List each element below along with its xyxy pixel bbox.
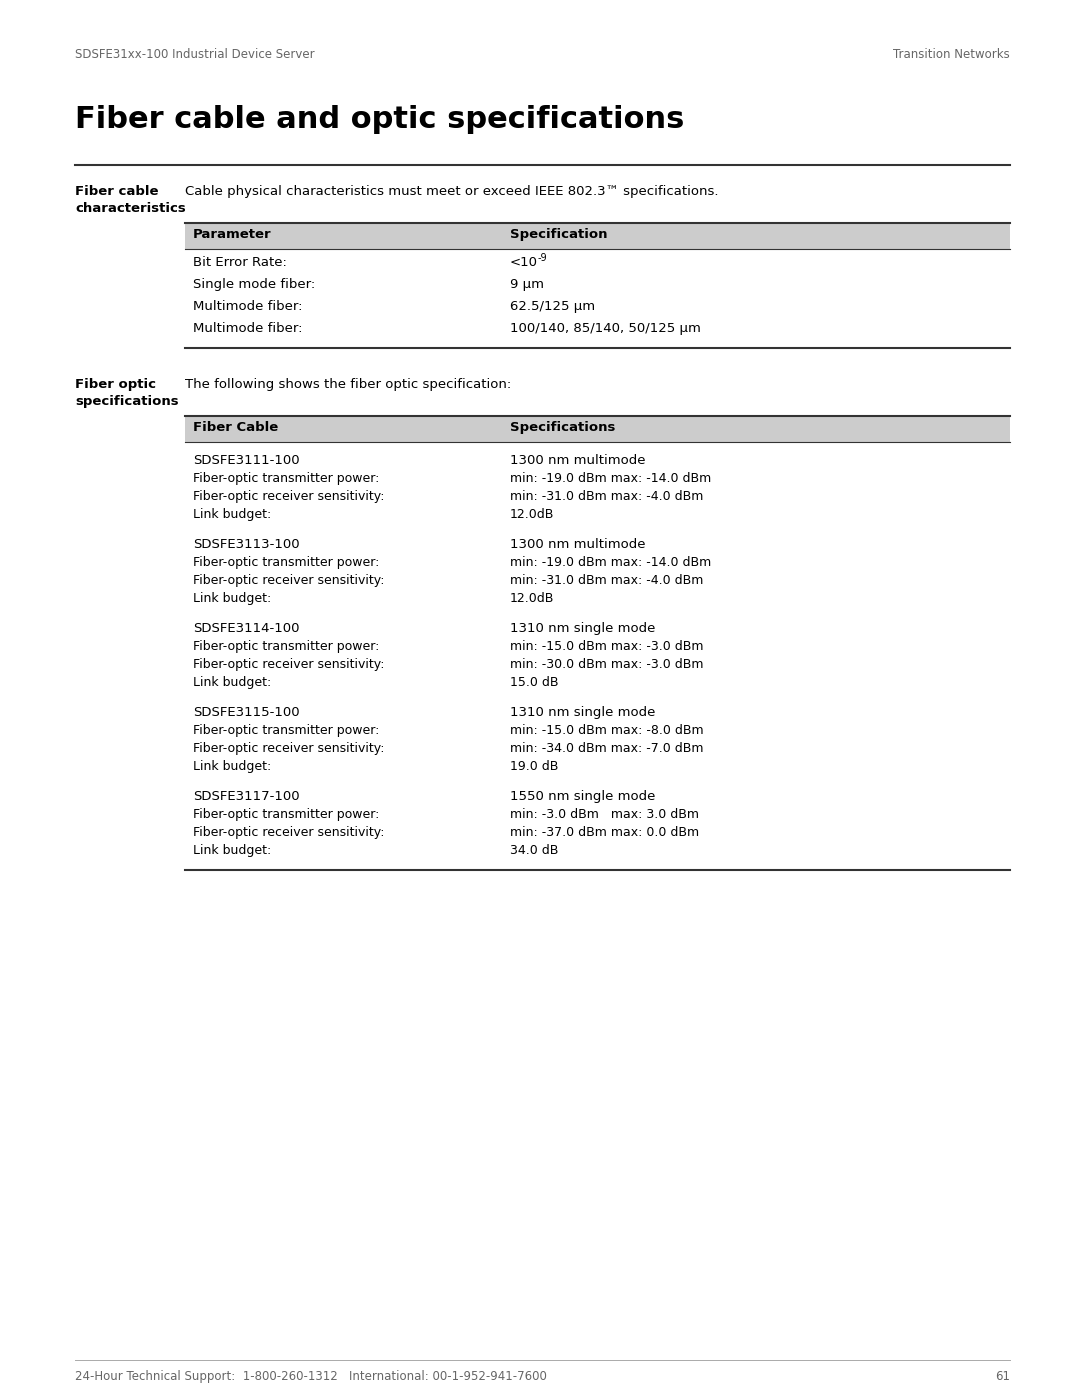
Text: Fiber-optic transmitter power:: Fiber-optic transmitter power:: [193, 556, 379, 569]
Text: Fiber-optic transmitter power:: Fiber-optic transmitter power:: [193, 640, 379, 652]
Text: SDSFE3113-100: SDSFE3113-100: [193, 538, 299, 550]
Text: Fiber Cable: Fiber Cable: [193, 420, 279, 434]
Text: Fiber optic: Fiber optic: [75, 379, 156, 391]
Text: <10: <10: [510, 256, 538, 270]
Text: Fiber-optic transmitter power:: Fiber-optic transmitter power:: [193, 472, 379, 485]
Text: min: -31.0 dBm max: -4.0 dBm: min: -31.0 dBm max: -4.0 dBm: [510, 574, 703, 587]
Text: 9 μm: 9 μm: [510, 278, 544, 291]
Bar: [185, 224, 1010, 249]
Text: characteristics: characteristics: [75, 203, 186, 215]
Text: 34.0 dB: 34.0 dB: [510, 844, 558, 856]
Text: 1310 nm single mode: 1310 nm single mode: [510, 622, 656, 636]
Text: Fiber-optic receiver sensitivity:: Fiber-optic receiver sensitivity:: [193, 658, 384, 671]
Text: Multimode fiber:: Multimode fiber:: [193, 321, 302, 335]
Text: SDSFE3115-100: SDSFE3115-100: [193, 705, 299, 719]
Text: min: -30.0 dBm max: -3.0 dBm: min: -30.0 dBm max: -3.0 dBm: [510, 658, 703, 671]
Text: min: -15.0 dBm max: -8.0 dBm: min: -15.0 dBm max: -8.0 dBm: [510, 724, 704, 738]
Text: min: -19.0 dBm max: -14.0 dBm: min: -19.0 dBm max: -14.0 dBm: [510, 472, 712, 485]
Text: 15.0 dB: 15.0 dB: [510, 676, 558, 689]
Text: Link budget:: Link budget:: [193, 844, 271, 856]
Text: 62.5/125 μm: 62.5/125 μm: [510, 300, 595, 313]
Text: Specifications: Specifications: [510, 420, 616, 434]
Text: Single mode fiber:: Single mode fiber:: [193, 278, 315, 291]
Text: Fiber-optic transmitter power:: Fiber-optic transmitter power:: [193, 807, 379, 821]
Text: Link budget:: Link budget:: [193, 592, 271, 605]
Text: Fiber-optic receiver sensitivity:: Fiber-optic receiver sensitivity:: [193, 826, 384, 840]
Text: Fiber cable and optic specifications: Fiber cable and optic specifications: [75, 105, 685, 134]
Text: SDSFE3117-100: SDSFE3117-100: [193, 789, 299, 803]
Text: SDSFE31xx-100 Industrial Device Server: SDSFE31xx-100 Industrial Device Server: [75, 47, 314, 61]
Text: Link budget:: Link budget:: [193, 509, 271, 521]
Text: Cable physical characteristics must meet or exceed IEEE 802.3™ specifications.: Cable physical characteristics must meet…: [185, 184, 718, 198]
Text: Fiber cable: Fiber cable: [75, 184, 159, 198]
Text: Multimode fiber:: Multimode fiber:: [193, 300, 302, 313]
Text: min: -19.0 dBm max: -14.0 dBm: min: -19.0 dBm max: -14.0 dBm: [510, 556, 712, 569]
Text: 24-Hour Technical Support:  1-800-260-1312   International: 00-1-952-941-7600: 24-Hour Technical Support: 1-800-260-131…: [75, 1370, 546, 1383]
Text: 61: 61: [995, 1370, 1010, 1383]
Text: Fiber-optic receiver sensitivity:: Fiber-optic receiver sensitivity:: [193, 742, 384, 754]
Text: 12.0dB: 12.0dB: [510, 509, 554, 521]
Text: Fiber-optic receiver sensitivity:: Fiber-optic receiver sensitivity:: [193, 490, 384, 503]
Bar: [185, 416, 1010, 441]
Text: Bit Error Rate:: Bit Error Rate:: [193, 256, 287, 270]
Text: min: -31.0 dBm max: -4.0 dBm: min: -31.0 dBm max: -4.0 dBm: [510, 490, 703, 503]
Text: Transition Networks: Transition Networks: [893, 47, 1010, 61]
Text: The following shows the fiber optic specification:: The following shows the fiber optic spec…: [185, 379, 511, 391]
Text: Fiber-optic receiver sensitivity:: Fiber-optic receiver sensitivity:: [193, 574, 384, 587]
Text: 1300 nm multimode: 1300 nm multimode: [510, 538, 646, 550]
Text: 1300 nm multimode: 1300 nm multimode: [510, 454, 646, 467]
Text: Link budget:: Link budget:: [193, 760, 271, 773]
Text: Fiber-optic transmitter power:: Fiber-optic transmitter power:: [193, 724, 379, 738]
Text: 12.0dB: 12.0dB: [510, 592, 554, 605]
Text: Specification: Specification: [510, 228, 607, 242]
Text: SDSFE3114-100: SDSFE3114-100: [193, 622, 299, 636]
Text: Parameter: Parameter: [193, 228, 272, 242]
Text: 100/140, 85/140, 50/125 μm: 100/140, 85/140, 50/125 μm: [510, 321, 701, 335]
Text: specifications: specifications: [75, 395, 178, 408]
Text: min: -37.0 dBm max: 0.0 dBm: min: -37.0 dBm max: 0.0 dBm: [510, 826, 699, 840]
Text: min: -34.0 dBm max: -7.0 dBm: min: -34.0 dBm max: -7.0 dBm: [510, 742, 703, 754]
Text: min: -3.0 dBm   max: 3.0 dBm: min: -3.0 dBm max: 3.0 dBm: [510, 807, 699, 821]
Text: SDSFE3111-100: SDSFE3111-100: [193, 454, 299, 467]
Text: -9: -9: [538, 253, 548, 263]
Text: 19.0 dB: 19.0 dB: [510, 760, 558, 773]
Text: 1550 nm single mode: 1550 nm single mode: [510, 789, 656, 803]
Text: 1310 nm single mode: 1310 nm single mode: [510, 705, 656, 719]
Text: Link budget:: Link budget:: [193, 676, 271, 689]
Text: min: -15.0 dBm max: -3.0 dBm: min: -15.0 dBm max: -3.0 dBm: [510, 640, 703, 652]
